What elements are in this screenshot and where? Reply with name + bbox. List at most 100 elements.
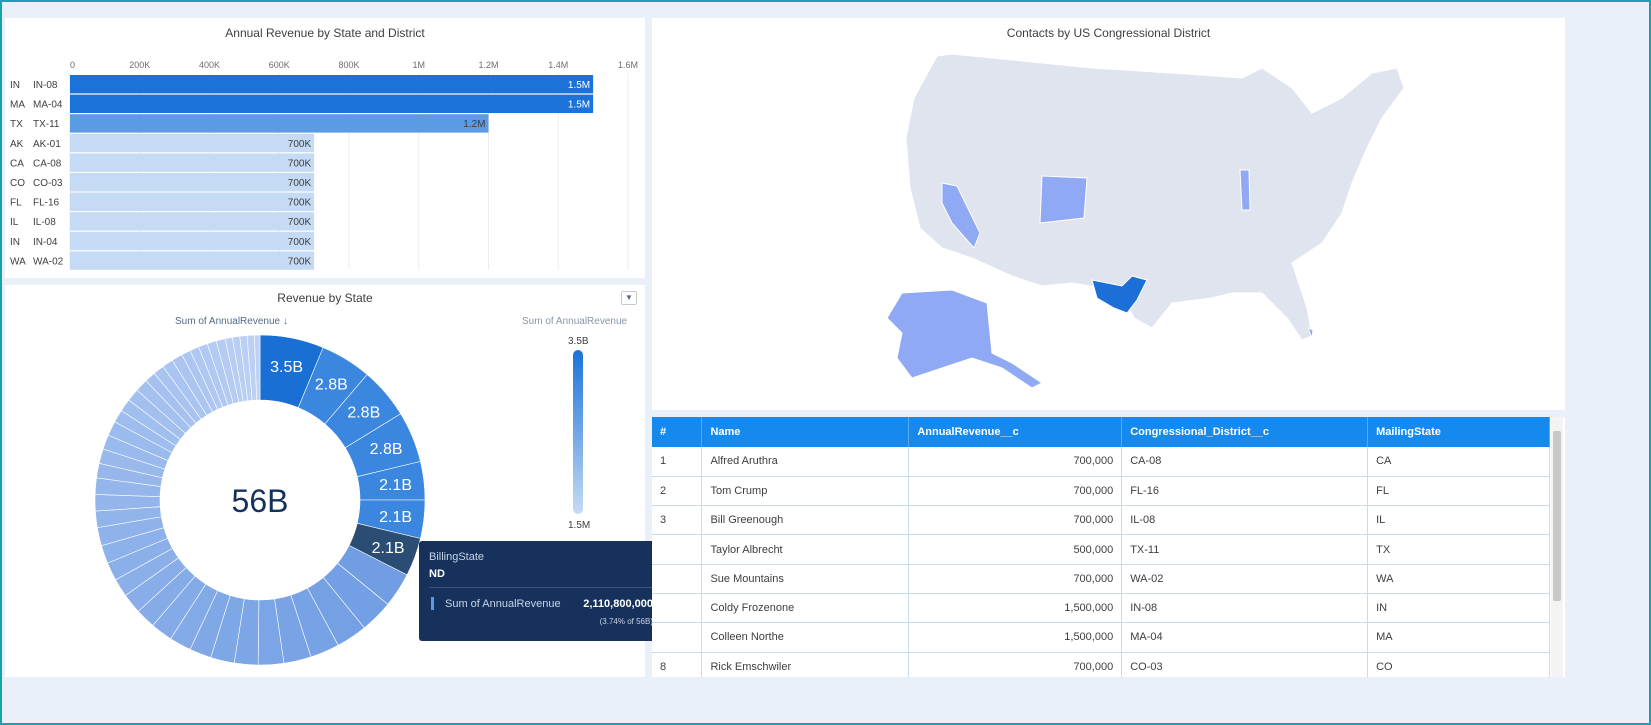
column-header[interactable]: MailingState — [1367, 417, 1550, 447]
table-cell: IL-08 — [1121, 505, 1369, 536]
district-label: CO-03 — [33, 178, 63, 189]
district-label: CA-08 — [33, 158, 62, 169]
table-cell: FL — [1367, 476, 1550, 507]
state-label: MA — [10, 100, 25, 111]
table-cell: 700,000 — [908, 505, 1123, 536]
table-cell: TX — [1367, 534, 1550, 565]
column-header[interactable]: Congressional_District__c — [1121, 417, 1369, 447]
map-district-in-08[interactable] — [1239, 169, 1251, 211]
bar-chart-panel: Annual Revenue by State and District 0 20… — [5, 18, 645, 278]
us-district-map[interactable] — [652, 18, 1565, 410]
state-label: WA — [10, 256, 26, 267]
donut-center-total: 56B — [232, 483, 289, 519]
bar-chart: 0 200K 400K 600K 800K 1M 1.2M 1.4M 1.6M IN IN-08 1.… — [10, 60, 638, 270]
x-tick-label: 1.4M — [548, 60, 568, 70]
table-cell: CO — [1367, 652, 1550, 677]
map-panel: Contacts by US Congressional District — [652, 18, 1565, 410]
bar — [70, 212, 315, 231]
bar — [70, 192, 315, 211]
slice-label: 2.8B — [370, 441, 403, 458]
tooltip-measure-label: Sum of AnnualRevenue — [445, 598, 561, 610]
column-header[interactable]: AnnualRevenue__c — [908, 417, 1123, 447]
measure-label[interactable]: Sum of AnnualRevenue ↓ — [175, 316, 288, 327]
scrollbar-thumb[interactable] — [1553, 431, 1561, 601]
donut-chart-title: Revenue by State — [277, 291, 373, 305]
district-label: MA-04 — [33, 100, 63, 111]
x-tick-label: 600K — [269, 60, 290, 70]
table-row[interactable]: Colleen Northe 1,500,000 MA-04 MA — [652, 622, 1550, 653]
x-tick-label: 400K — [199, 60, 220, 70]
state-label: CO — [10, 178, 25, 189]
table-cell: CA — [1367, 447, 1550, 477]
table-cell: Tom Crump — [701, 476, 910, 507]
tooltip-dimension-label: BillingState — [429, 551, 485, 563]
slice-label: 2.8B — [347, 404, 380, 421]
bar — [70, 75, 594, 94]
x-tick-label: 0 — [70, 60, 75, 70]
data-label: 700K — [288, 158, 312, 169]
table-cell: 700,000 — [908, 447, 1123, 477]
table-cell: WA — [1367, 564, 1550, 594]
table-cell: CO-03 — [1121, 652, 1369, 677]
scrollbar[interactable] — [1551, 417, 1563, 677]
table-row[interactable]: 8 Rick Emschwiler 700,000 CO-03 CO — [652, 652, 1550, 677]
table-row[interactable]: Sue Mountains 700,000 WA-02 WA — [652, 564, 1550, 594]
map-alaska[interactable] — [886, 289, 1043, 389]
data-label: 1.5M — [568, 100, 590, 111]
slice-label: 2.1B — [372, 540, 405, 557]
chevron-down-icon[interactable]: ▼ — [621, 291, 637, 305]
table-row[interactable]: 1 Alfred Aruthra 700,000 CA-08 CA — [652, 447, 1550, 477]
column-header[interactable]: # — [652, 417, 703, 447]
table-cell: 1,500,000 — [908, 593, 1123, 624]
table-row[interactable]: 2 Tom Crump 700,000 FL-16 FL — [652, 476, 1550, 507]
table-cell: Coldy Frozenone — [701, 593, 910, 624]
table-cell: IL — [1367, 505, 1550, 536]
bar — [70, 153, 315, 172]
table-cell: IN — [1367, 593, 1550, 624]
table-cell: Colleen Northe — [701, 622, 910, 653]
map-contiguous-us[interactable] — [905, 53, 1405, 341]
x-tick-label: 1.6M — [618, 60, 638, 70]
table-cell: 1 — [652, 447, 703, 477]
table-cell: Bill Greenough — [701, 505, 910, 536]
table-cell: WA-02 — [1121, 564, 1369, 594]
table-cell: MA — [1367, 622, 1550, 653]
table-cell: CA-08 — [1121, 447, 1369, 477]
district-label: WA-02 — [33, 256, 64, 267]
table-cell: TX-11 — [1121, 534, 1369, 565]
slice-label: 2.1B — [379, 509, 412, 526]
donut-chart: 3.5B 2.8B 2.8B 2.8B 2.1B 2.1B 2.1B 56B — [94, 334, 426, 666]
state-label: FL — [10, 198, 22, 209]
tooltip: BillingState ND Sum of AnnualRevenue 2,1… — [419, 541, 665, 641]
donut-chart-panel: Revenue by State ▼ Sum of AnnualRevenue … — [5, 285, 645, 677]
x-tick-label: 800K — [338, 60, 359, 70]
table-cell — [652, 593, 703, 624]
table-cell: Rick Emschwiler — [701, 652, 910, 677]
table-row[interactable]: Taylor Albrecht 500,000 TX-11 TX — [652, 534, 1550, 565]
table-row[interactable]: Coldy Frozenone 1,500,000 IN-08 IN — [652, 593, 1550, 624]
table-row[interactable]: 3 Bill Greenough 700,000 IL-08 IL — [652, 505, 1550, 536]
table-cell: Taylor Albrecht — [701, 534, 910, 565]
legend-max: 3.5B — [568, 336, 589, 347]
map-title: Contacts by US Congressional District — [1006, 26, 1211, 40]
table-cell: 700,000 — [908, 476, 1123, 507]
state-label: CA — [10, 158, 24, 169]
donut-slice — [254, 334, 261, 401]
data-label: 1.5M — [568, 80, 590, 91]
data-label: 700K — [288, 198, 312, 209]
map-district-co-03[interactable] — [1039, 175, 1088, 224]
map-district-tx-11[interactable] — [1091, 275, 1148, 314]
map-district-fl-16[interactable] — [1307, 327, 1314, 339]
slice-label: 2.8B — [315, 377, 348, 394]
table-cell — [652, 564, 703, 594]
table-cell: IN-08 — [1121, 593, 1369, 624]
table-cell: 2 — [652, 476, 703, 507]
state-label: IN — [10, 80, 20, 91]
district-label: IL-08 — [33, 217, 56, 228]
slice-label: 2.1B — [379, 477, 412, 494]
map-district-ca-08[interactable] — [941, 182, 981, 249]
district-label: AK-01 — [33, 139, 61, 150]
data-label: 700K — [288, 237, 312, 248]
column-header[interactable]: Name — [701, 417, 910, 447]
data-label: 700K — [288, 256, 312, 267]
